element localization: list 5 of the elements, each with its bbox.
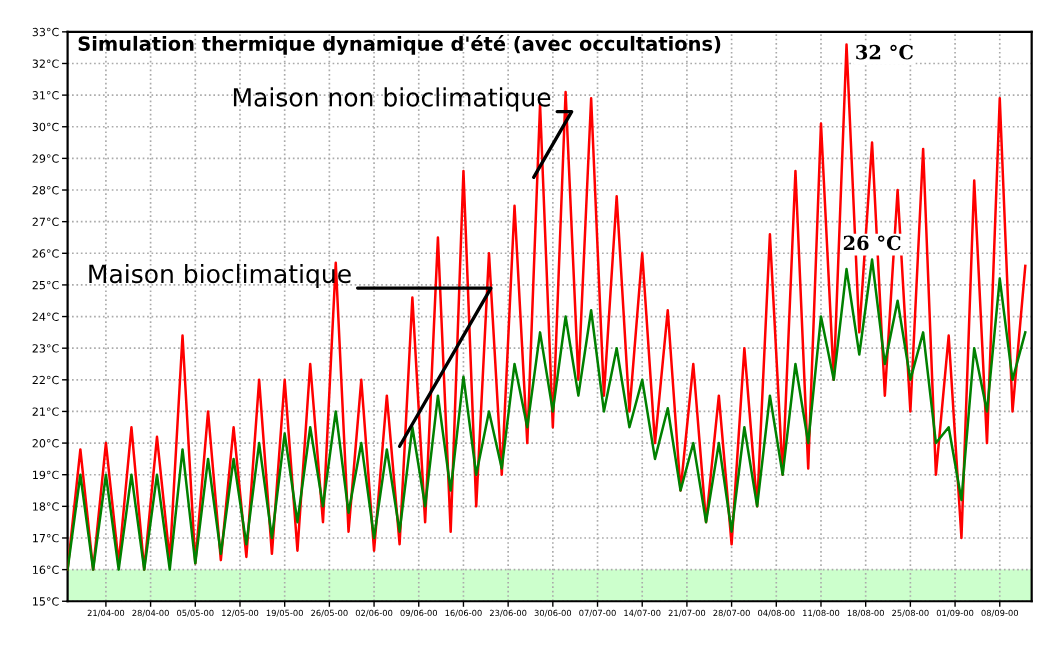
chart-title: Simulation thermique dynamique d'été (avec occultations) <box>78 35 721 55</box>
annotation: 26 °C <box>843 235 901 251</box>
annotation: 32 °C <box>856 44 913 60</box>
line-series <box>67 258 1027 571</box>
annotation: Maison non bioclimatique <box>233 87 551 112</box>
